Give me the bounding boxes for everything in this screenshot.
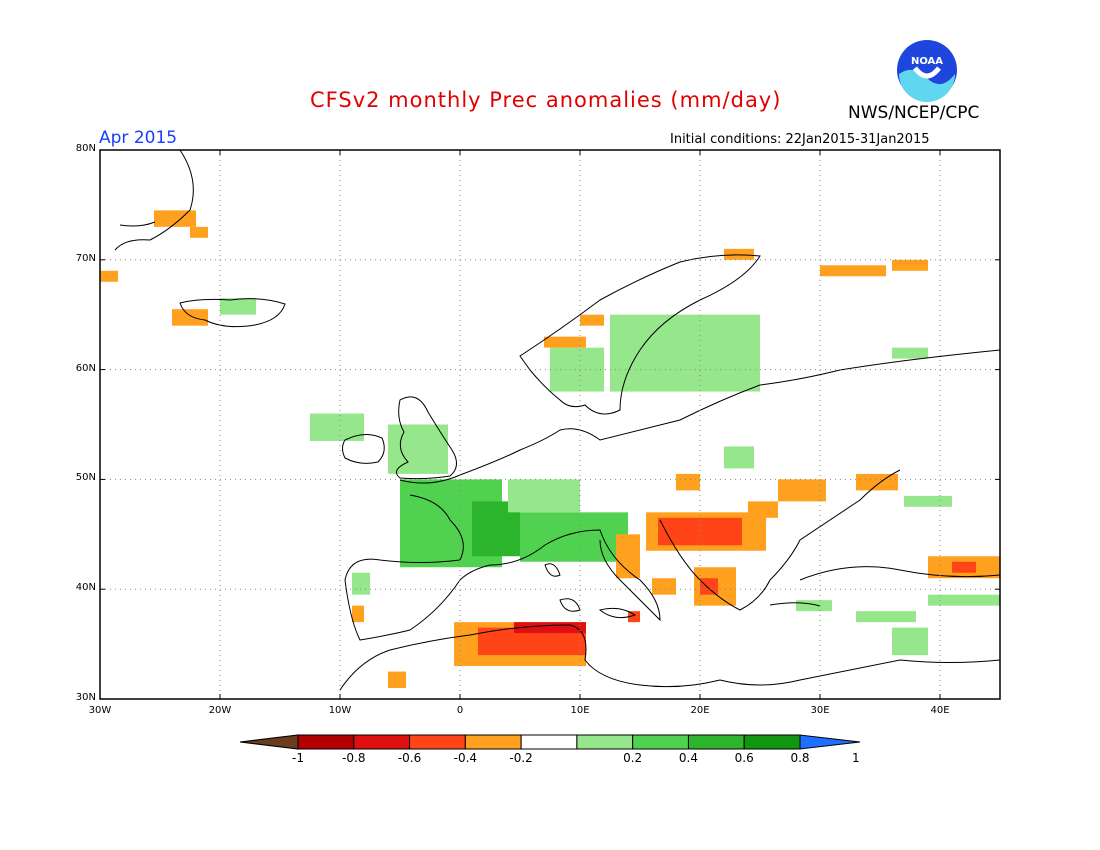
valid-month: Apr 2015 bbox=[99, 128, 178, 148]
lon-label: 10W bbox=[328, 705, 352, 716]
anomaly-cell bbox=[892, 627, 928, 656]
colorbar-segment bbox=[632, 734, 689, 750]
anomaly-cell bbox=[856, 611, 916, 623]
colorbar-segment bbox=[297, 734, 355, 750]
anomaly-cell bbox=[310, 413, 364, 441]
anomaly-cell bbox=[700, 578, 718, 595]
anomaly-cell bbox=[520, 512, 628, 562]
anomaly-cell bbox=[220, 298, 256, 315]
colorbar-tick-label: 0.2 bbox=[623, 751, 643, 765]
anomaly-cell bbox=[100, 270, 118, 282]
anomaly-cell bbox=[820, 265, 886, 277]
coastlines bbox=[114, 149, 1001, 691]
anomaly-cell bbox=[724, 248, 754, 260]
colorbar-high-arrow bbox=[799, 734, 861, 750]
anomaly-cell bbox=[544, 336, 586, 348]
colorbar bbox=[239, 734, 861, 750]
anomaly-cell bbox=[352, 605, 364, 623]
anomaly-cell bbox=[190, 226, 208, 238]
colorbar-low-arrow bbox=[239, 734, 299, 750]
colorbar-tick-label: -0.4 bbox=[453, 751, 478, 765]
chart-title: CFSv2 monthly Prec anomalies (mm/day) bbox=[310, 88, 782, 112]
lon-label: 20W bbox=[208, 705, 232, 716]
anomaly-cell bbox=[610, 314, 760, 392]
anomaly-cell bbox=[616, 534, 640, 579]
axis-ticks bbox=[99, 149, 1000, 700]
anomaly-cell bbox=[904, 495, 952, 507]
lat-label: 30N bbox=[75, 692, 96, 703]
anomaly-cell bbox=[388, 671, 406, 689]
colorbar-segment bbox=[687, 734, 745, 750]
anomaly-cell bbox=[628, 611, 640, 623]
colorbar-segment bbox=[409, 734, 466, 750]
agency-label: NWS/NCEP/CPC bbox=[848, 103, 980, 123]
colorbar-segment bbox=[743, 734, 801, 750]
initial-conditions: Initial conditions: 22Jan2015-31Jan2015 bbox=[670, 132, 930, 147]
colorbar-segment bbox=[464, 734, 522, 750]
colorbar-tick-label: -0.2 bbox=[509, 751, 533, 765]
map-frame bbox=[99, 149, 1001, 700]
logo-text: NOAA bbox=[911, 56, 943, 67]
anomaly-cell bbox=[172, 309, 208, 326]
lon-label: 30E bbox=[810, 705, 830, 716]
lat-label: 40N bbox=[75, 582, 96, 594]
anomaly-cell bbox=[658, 517, 742, 546]
colorbar-tick-label: -0.8 bbox=[342, 751, 366, 765]
colorbar-tick-label: 0.6 bbox=[734, 751, 754, 765]
anomaly-cell bbox=[928, 594, 1000, 606]
colorbar-tick-label: -0.6 bbox=[397, 751, 422, 765]
anomaly-cells bbox=[100, 210, 1000, 689]
map-grid bbox=[100, 150, 1000, 699]
lat-label: 70N bbox=[75, 252, 96, 264]
colorbar-tick-label: 0.4 bbox=[678, 751, 698, 765]
anomaly-cell bbox=[952, 561, 976, 573]
anomaly-cell bbox=[508, 479, 580, 513]
anomaly-cell bbox=[652, 578, 676, 595]
lon-label: 40E bbox=[930, 705, 950, 716]
anomaly-cell bbox=[778, 479, 826, 502]
colorbar-tick-label: 0.8 bbox=[790, 751, 810, 765]
anomaly-cell bbox=[892, 347, 928, 359]
colorbar-tick-label: -1 bbox=[292, 751, 304, 765]
anomaly-cell bbox=[676, 473, 700, 491]
lon-label: 10E bbox=[570, 705, 590, 716]
colorbar-segment bbox=[353, 734, 411, 750]
lon-label: 0 bbox=[456, 705, 464, 716]
anomaly-cell bbox=[748, 501, 778, 518]
lat-label: 80N bbox=[75, 143, 96, 154]
anomaly-cell bbox=[856, 473, 898, 491]
anomaly-cell bbox=[388, 424, 448, 474]
colorbar-tick-label: 1 bbox=[851, 751, 860, 765]
lat-label: 60N bbox=[75, 362, 96, 374]
anomaly-cell bbox=[796, 600, 832, 612]
anomaly-cell bbox=[514, 622, 586, 634]
lon-label: 30W bbox=[88, 705, 112, 716]
colorbar-segment bbox=[520, 734, 578, 750]
anomaly-cell bbox=[892, 259, 928, 271]
anomaly-cell bbox=[154, 210, 196, 227]
colorbar-segment bbox=[576, 734, 634, 750]
anomaly-cell bbox=[352, 572, 370, 595]
anomaly-cell bbox=[724, 446, 754, 469]
noaa-logo: NOAA bbox=[895, 38, 959, 102]
anomaly-cell bbox=[580, 314, 604, 326]
lat-label: 50N bbox=[75, 472, 96, 484]
lon-label: 20E bbox=[690, 705, 710, 716]
